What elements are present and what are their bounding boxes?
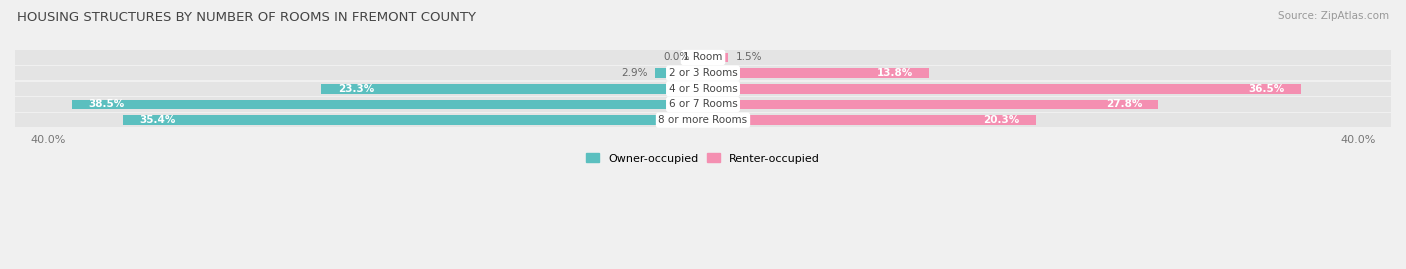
Text: 2.9%: 2.9% xyxy=(621,68,647,78)
Bar xyxy=(15,50,1391,65)
Text: HOUSING STRUCTURES BY NUMBER OF ROOMS IN FREMONT COUNTY: HOUSING STRUCTURES BY NUMBER OF ROOMS IN… xyxy=(17,11,475,24)
Bar xyxy=(15,113,1391,127)
Text: 23.3%: 23.3% xyxy=(337,84,374,94)
Bar xyxy=(703,84,1301,94)
Bar xyxy=(703,53,727,62)
Bar xyxy=(703,68,929,78)
Text: 0.0%: 0.0% xyxy=(664,52,690,62)
Text: Source: ZipAtlas.com: Source: ZipAtlas.com xyxy=(1278,11,1389,21)
Bar xyxy=(703,100,1159,109)
Text: 20.3%: 20.3% xyxy=(983,115,1019,125)
Legend: Owner-occupied, Renter-occupied: Owner-occupied, Renter-occupied xyxy=(581,149,825,168)
Text: 1.5%: 1.5% xyxy=(735,52,762,62)
Text: 38.5%: 38.5% xyxy=(89,100,125,109)
Bar xyxy=(124,115,703,125)
Text: 2 or 3 Rooms: 2 or 3 Rooms xyxy=(669,68,737,78)
Text: 36.5%: 36.5% xyxy=(1249,84,1285,94)
Text: 13.8%: 13.8% xyxy=(876,68,912,78)
Bar xyxy=(15,66,1391,80)
Bar xyxy=(72,100,703,109)
Bar xyxy=(15,82,1391,96)
Text: 35.4%: 35.4% xyxy=(139,115,176,125)
Bar xyxy=(322,84,703,94)
Bar xyxy=(655,68,703,78)
Text: 1 Room: 1 Room xyxy=(683,52,723,62)
Text: 27.8%: 27.8% xyxy=(1105,100,1142,109)
Text: 6 or 7 Rooms: 6 or 7 Rooms xyxy=(669,100,737,109)
Text: 4 or 5 Rooms: 4 or 5 Rooms xyxy=(669,84,737,94)
Bar xyxy=(703,115,1036,125)
Bar xyxy=(15,97,1391,112)
Text: 8 or more Rooms: 8 or more Rooms xyxy=(658,115,748,125)
